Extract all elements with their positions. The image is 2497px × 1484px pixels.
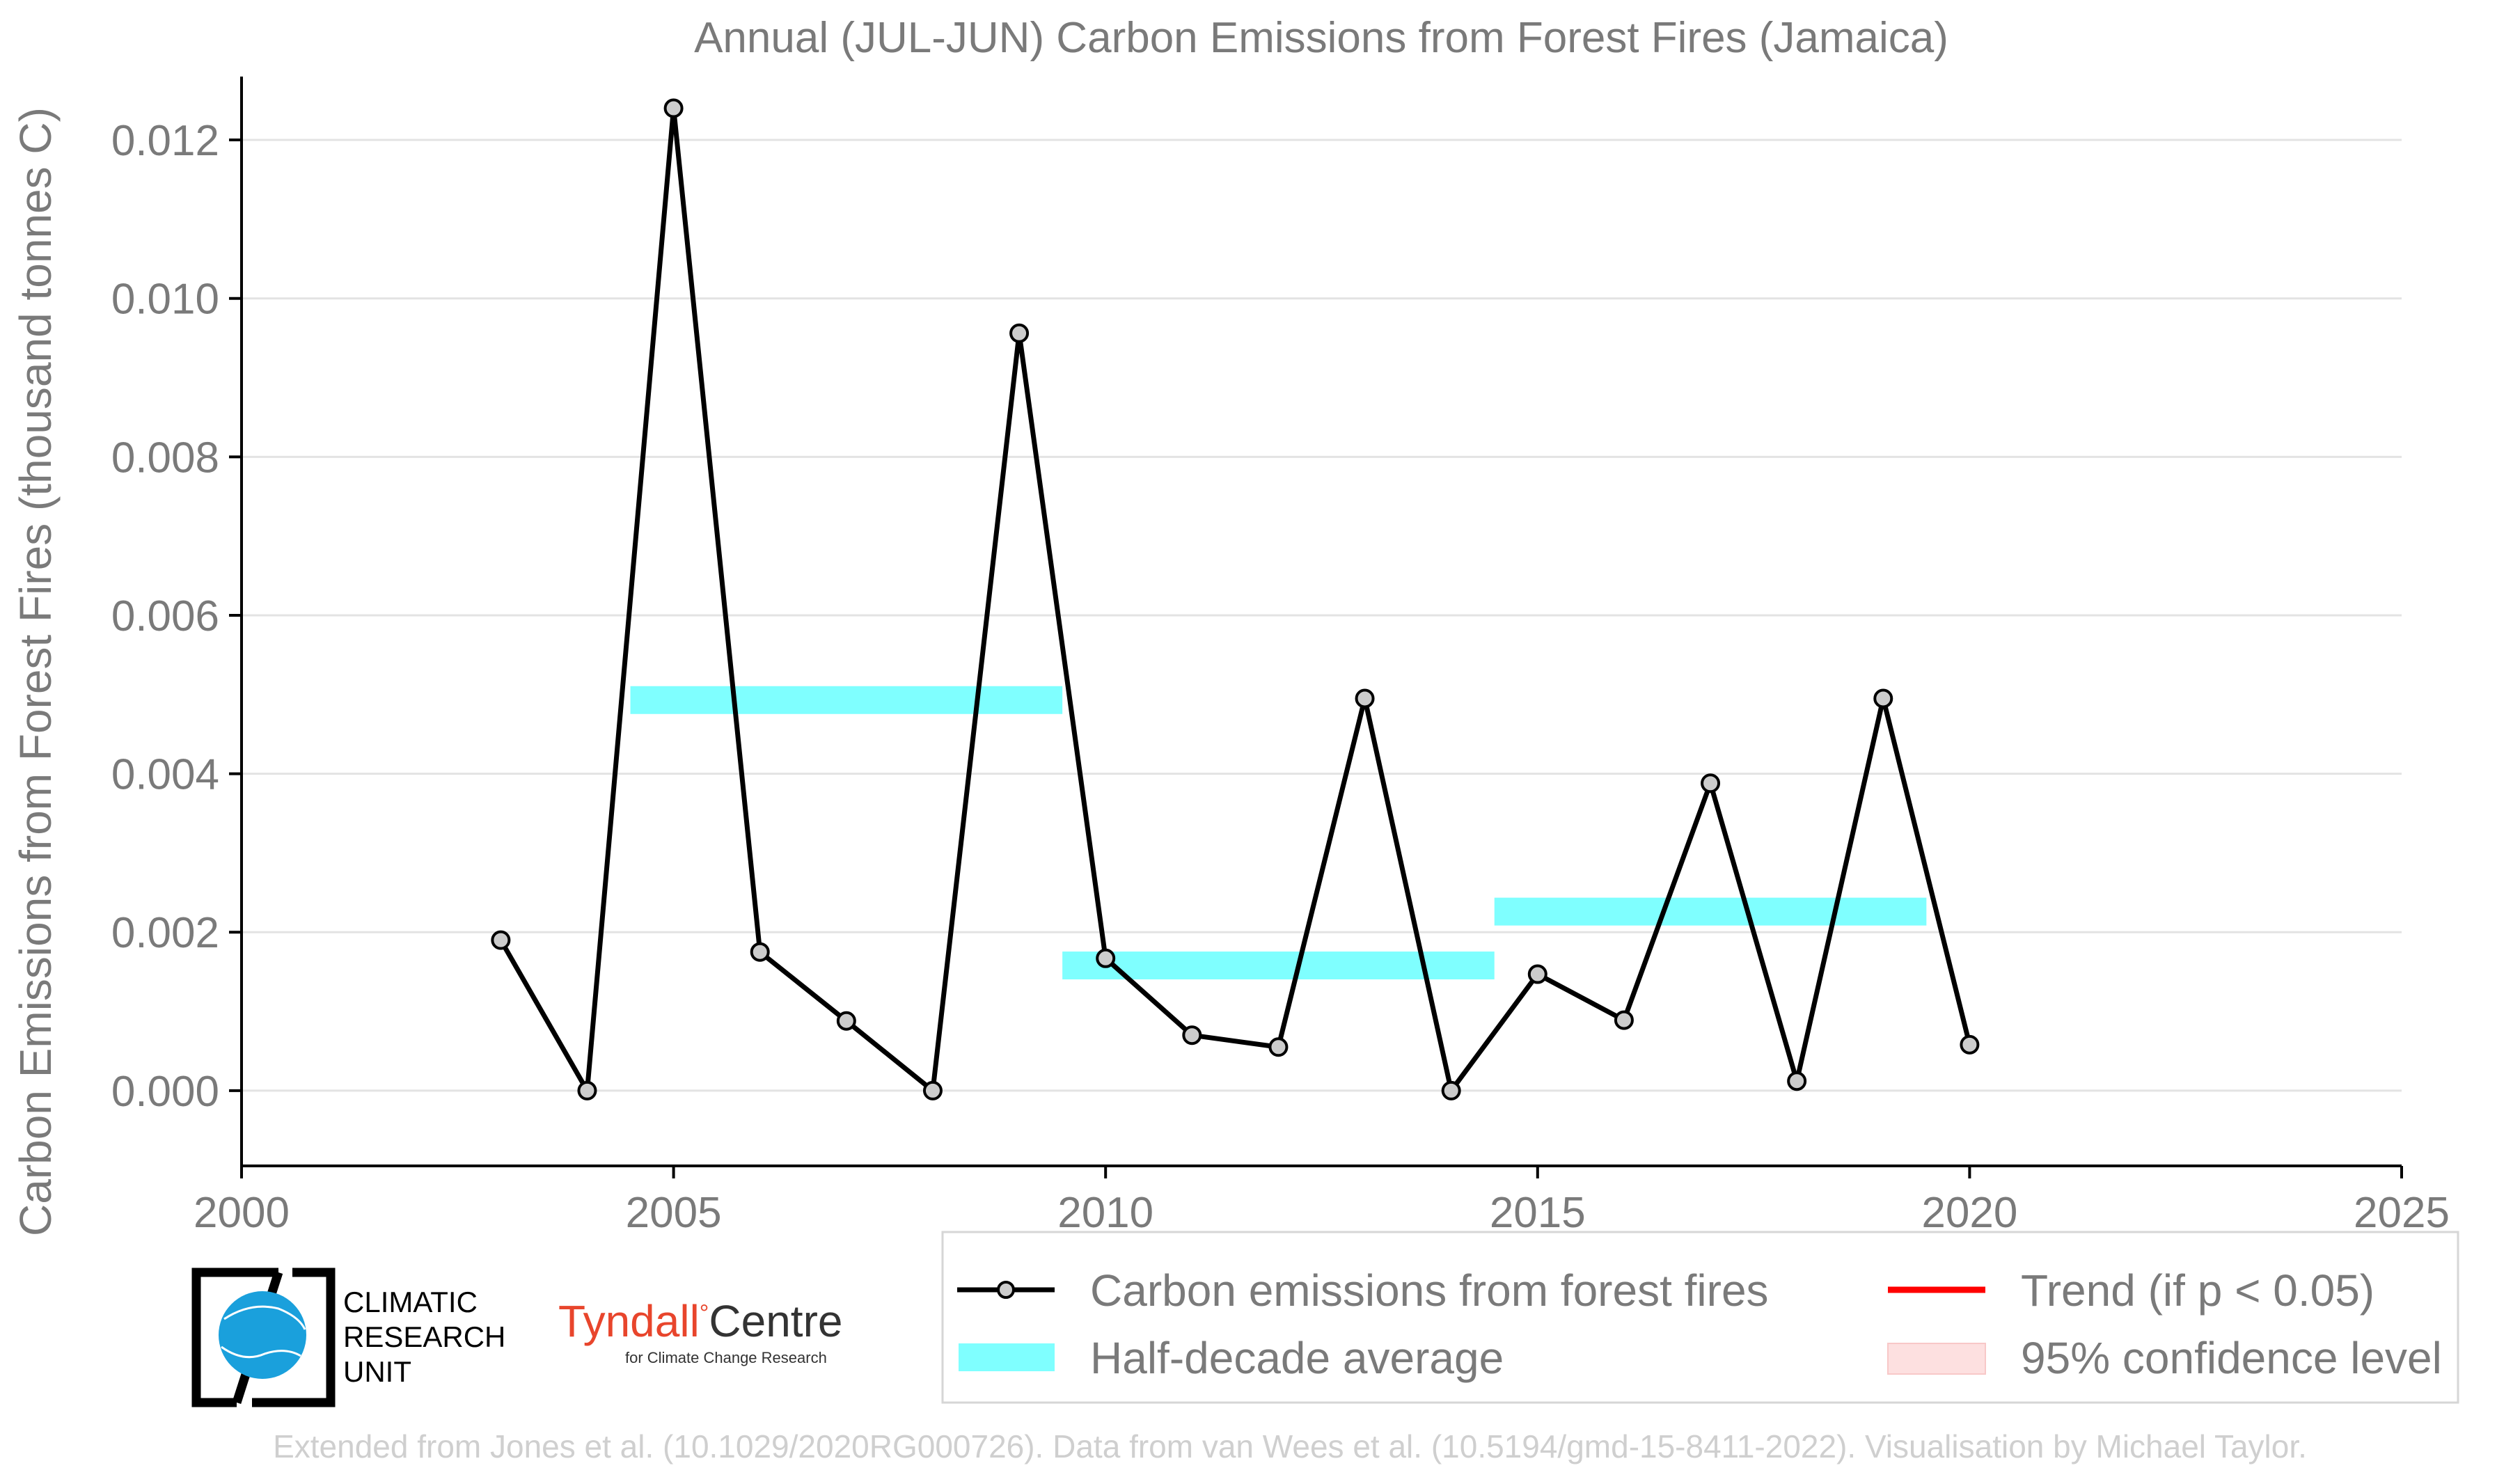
y-tick-label: 0.002 xyxy=(111,909,219,957)
data-point xyxy=(1614,1010,1634,1030)
data-point xyxy=(1873,688,1893,709)
x-tick-label: 2020 xyxy=(1921,1189,2017,1237)
data-point xyxy=(1441,1080,1461,1100)
cru-globe-icon xyxy=(219,1291,306,1379)
tyndall-logo: Tyndall°Centre for Climate Change Resear… xyxy=(558,1296,842,1366)
y-tick-label: 0.000 xyxy=(111,1068,219,1116)
y-tick-label: 0.006 xyxy=(111,592,219,640)
half-decade-band xyxy=(1494,897,1927,926)
data-point xyxy=(1355,688,1375,709)
y-tick-label: 0.010 xyxy=(111,276,219,324)
legend-swatch-emissions-marker xyxy=(997,1281,1015,1299)
data-point xyxy=(1268,1037,1289,1057)
cru-globe-lines xyxy=(221,1305,306,1359)
data-point xyxy=(577,1080,597,1100)
data-point xyxy=(1096,948,1116,968)
x-tick-label: 2005 xyxy=(626,1189,722,1237)
cru-bracket-left xyxy=(191,1268,278,1407)
credit-line: Extended from Jones et al. (10.1029/2020… xyxy=(273,1428,2307,1465)
legend-item-trend: Trend (if p < 0.05) xyxy=(1888,1265,2374,1316)
half-decade-band xyxy=(630,686,1063,714)
data-point xyxy=(836,1011,856,1031)
data-point xyxy=(1009,323,1030,343)
chart-title: Annual (JUL-JUN) Carbon Emissions from F… xyxy=(694,14,1948,62)
tick-labels: 0.000 0.002 0.004 0.006 0.008 0.010 0.012 2000 2… xyxy=(111,117,2450,1237)
legend-item-emissions: Carbon emissions from forest fires xyxy=(957,1265,1769,1316)
y-tick-label: 0.004 xyxy=(111,751,219,799)
x-tick-label: 2000 xyxy=(194,1189,290,1237)
cru-text-1: CLIMATIC xyxy=(343,1286,478,1318)
legend-label-emissions: Carbon emissions from forest fires xyxy=(1090,1265,1769,1316)
x-tick-label: 2015 xyxy=(1490,1189,1586,1237)
gridlines xyxy=(242,139,2402,1092)
y-tick-label: 0.008 xyxy=(111,434,219,482)
data-point xyxy=(1787,1071,1807,1091)
tyndall-wordmark: Tyndall°Centre xyxy=(558,1296,842,1346)
x-tick-label: 2025 xyxy=(2354,1189,2450,1237)
legend-item-confidence: 95% confidence level xyxy=(1887,1333,2442,1383)
y-axis-label: Carbon Emissions from Forest Fires (thou… xyxy=(10,107,61,1236)
legend: Carbon emissions from forest fires Trend… xyxy=(941,1231,2459,1404)
legend-frame xyxy=(941,1231,2459,1404)
x-tick-label: 2010 xyxy=(1057,1189,1153,1237)
half-decade-bands xyxy=(630,686,1927,980)
legend-swatch-confidence xyxy=(1887,1343,1986,1375)
cru-text-3: UNIT xyxy=(343,1355,411,1388)
cru-logo: CLIMATIC RESEARCH UNIT xyxy=(191,1268,505,1407)
data-point xyxy=(1527,964,1547,984)
series-emissions xyxy=(491,98,1980,1100)
tyndall-subtitle: for Climate Change Research xyxy=(625,1349,827,1366)
data-point xyxy=(1960,1034,1980,1055)
cru-text-2: RESEARCH xyxy=(343,1320,505,1353)
axes xyxy=(229,77,2403,1178)
legend-item-half-decade: Half-decade average xyxy=(959,1333,1504,1383)
cru-bracket-right xyxy=(252,1268,336,1407)
legend-label-confidence: 95% confidence level xyxy=(2021,1333,2442,1383)
data-point xyxy=(1701,773,1721,794)
data-point xyxy=(1182,1025,1202,1045)
data-point xyxy=(491,930,511,950)
y-tick-label: 0.012 xyxy=(111,117,219,165)
series-line-emissions xyxy=(498,106,1972,1094)
legend-label-trend: Trend (if p < 0.05) xyxy=(2021,1265,2374,1316)
data-point xyxy=(922,1080,943,1100)
legend-label-half-decade: Half-decade average xyxy=(1090,1333,1504,1383)
legend-swatch-half-decade xyxy=(959,1343,1055,1371)
data-point xyxy=(750,942,770,962)
data-point xyxy=(663,98,684,118)
